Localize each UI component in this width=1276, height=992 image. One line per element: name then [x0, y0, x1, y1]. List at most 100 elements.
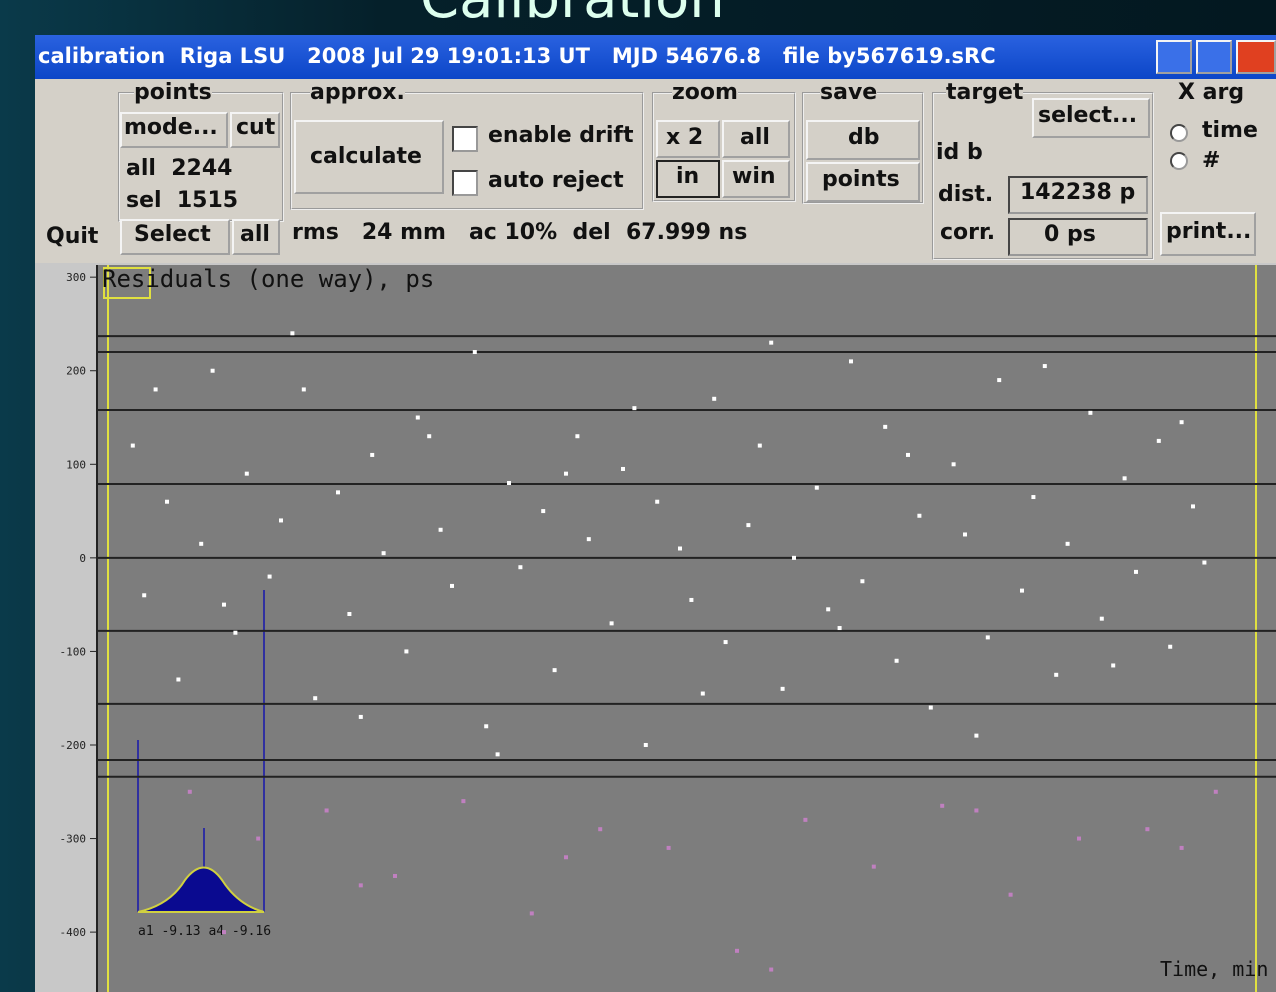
point	[803, 818, 807, 822]
point	[758, 444, 762, 448]
point	[450, 584, 454, 588]
chart-title: Residuals (one way), ps	[102, 265, 434, 293]
y-tick-label: -300	[60, 833, 87, 846]
point	[541, 509, 545, 513]
plot-area	[97, 265, 1276, 992]
y-tick-label: -400	[60, 926, 87, 939]
point	[838, 626, 842, 630]
point	[632, 406, 636, 410]
point	[176, 677, 180, 681]
point	[621, 467, 625, 471]
point	[564, 472, 568, 476]
x-axis-label: Time, min	[1160, 957, 1268, 981]
point	[1202, 561, 1206, 565]
point	[1100, 617, 1104, 621]
point	[347, 612, 351, 616]
point	[929, 706, 933, 710]
point	[1031, 495, 1035, 499]
point	[1111, 663, 1115, 667]
point	[689, 598, 693, 602]
point	[404, 649, 408, 653]
point	[222, 930, 226, 934]
point	[154, 387, 158, 391]
point	[359, 715, 363, 719]
point	[610, 621, 614, 625]
point	[974, 734, 978, 738]
point	[256, 837, 260, 841]
point	[279, 518, 283, 522]
point	[895, 659, 899, 663]
point	[188, 790, 192, 794]
point	[746, 523, 750, 527]
point	[142, 593, 146, 597]
point	[1066, 542, 1070, 546]
point	[872, 865, 876, 869]
point	[439, 528, 443, 532]
point	[860, 579, 864, 583]
point	[496, 752, 500, 756]
point	[325, 808, 329, 812]
point	[815, 486, 819, 490]
point	[781, 687, 785, 691]
point	[290, 331, 294, 335]
point	[587, 537, 591, 541]
y-tick-label: 200	[66, 365, 86, 378]
point	[1191, 504, 1195, 508]
point	[199, 542, 203, 546]
point	[997, 378, 1001, 382]
point	[1054, 673, 1058, 677]
point	[940, 804, 944, 808]
point	[518, 565, 522, 569]
point	[313, 696, 317, 700]
point	[507, 481, 511, 485]
point	[883, 425, 887, 429]
point	[906, 453, 910, 457]
point	[393, 874, 397, 878]
hist-label: a1 -9.13 a4 -9.16	[138, 924, 271, 939]
point	[1157, 439, 1161, 443]
point	[131, 444, 135, 448]
point	[165, 500, 169, 504]
point	[416, 416, 420, 420]
point	[667, 846, 671, 850]
point	[1123, 476, 1127, 480]
y-tick-label: 300	[66, 271, 86, 284]
point	[598, 827, 602, 831]
point	[963, 532, 967, 536]
point	[655, 500, 659, 504]
point	[1077, 837, 1081, 841]
point	[1180, 420, 1184, 424]
point	[952, 462, 956, 466]
y-tick-label: 0	[79, 552, 86, 565]
point	[370, 453, 374, 457]
point	[724, 640, 728, 644]
point	[336, 490, 340, 494]
point	[233, 631, 237, 635]
point	[211, 369, 215, 373]
point	[735, 949, 739, 953]
page: Calibration calibration Riga LSU 2008 Ju…	[0, 0, 1276, 992]
point	[1088, 411, 1092, 415]
point	[359, 883, 363, 887]
point	[826, 607, 830, 611]
point	[473, 350, 477, 354]
point	[427, 434, 431, 438]
point	[1134, 570, 1138, 574]
point	[769, 341, 773, 345]
point	[917, 514, 921, 518]
point	[1020, 589, 1024, 593]
point	[1009, 893, 1013, 897]
point	[461, 799, 465, 803]
point	[701, 692, 705, 696]
point	[564, 855, 568, 859]
point	[974, 808, 978, 812]
point	[1145, 827, 1149, 831]
point	[986, 635, 990, 639]
chart: Residuals (one way), ps Time, min a1 -9.…	[0, 0, 1276, 992]
point	[644, 743, 648, 747]
point	[849, 359, 853, 363]
point	[792, 556, 796, 560]
y-tick-label: -200	[60, 739, 87, 752]
y-tick-label: -100	[60, 645, 87, 658]
point	[222, 603, 226, 607]
